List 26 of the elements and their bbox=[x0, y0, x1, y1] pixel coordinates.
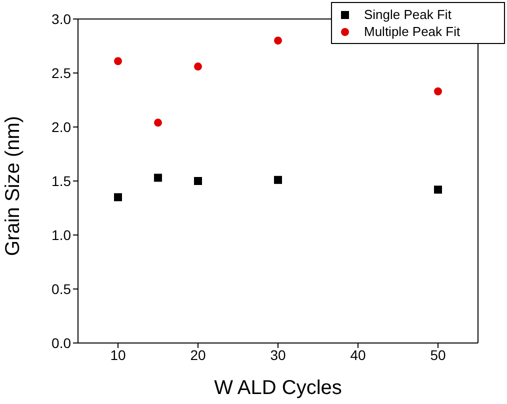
legend-label: Single Peak Fit bbox=[364, 7, 452, 22]
x-tick-label: 50 bbox=[430, 346, 446, 363]
x-tick-label: 10 bbox=[110, 346, 126, 363]
y-tick-label: 1.5 bbox=[52, 172, 72, 189]
x-axis-title: W ALD Cycles bbox=[214, 377, 342, 399]
x-tick-label: 20 bbox=[190, 346, 206, 363]
y-tick-label: 2.5 bbox=[52, 64, 72, 81]
x-tick-label: 30 bbox=[270, 346, 286, 363]
point bbox=[154, 174, 162, 182]
y-tick-label: 3.0 bbox=[52, 10, 72, 27]
point bbox=[114, 193, 122, 202]
point bbox=[434, 87, 442, 96]
y-axis-title: Grain Size (nm) bbox=[2, 116, 24, 256]
point bbox=[274, 176, 282, 184]
point bbox=[274, 36, 282, 45]
y-tick-label: 2.0 bbox=[52, 118, 72, 135]
point bbox=[194, 62, 202, 71]
point bbox=[114, 57, 122, 66]
legend-label: Multiple Peak Fit bbox=[364, 24, 460, 39]
y-tick-label: 0.5 bbox=[52, 280, 72, 297]
y-tick-label: 0.0 bbox=[52, 334, 72, 351]
x-tick-label: 40 bbox=[350, 346, 366, 363]
point bbox=[154, 118, 162, 127]
y-tick-label: 1.0 bbox=[52, 226, 72, 243]
point bbox=[434, 186, 442, 194]
point bbox=[194, 177, 202, 185]
